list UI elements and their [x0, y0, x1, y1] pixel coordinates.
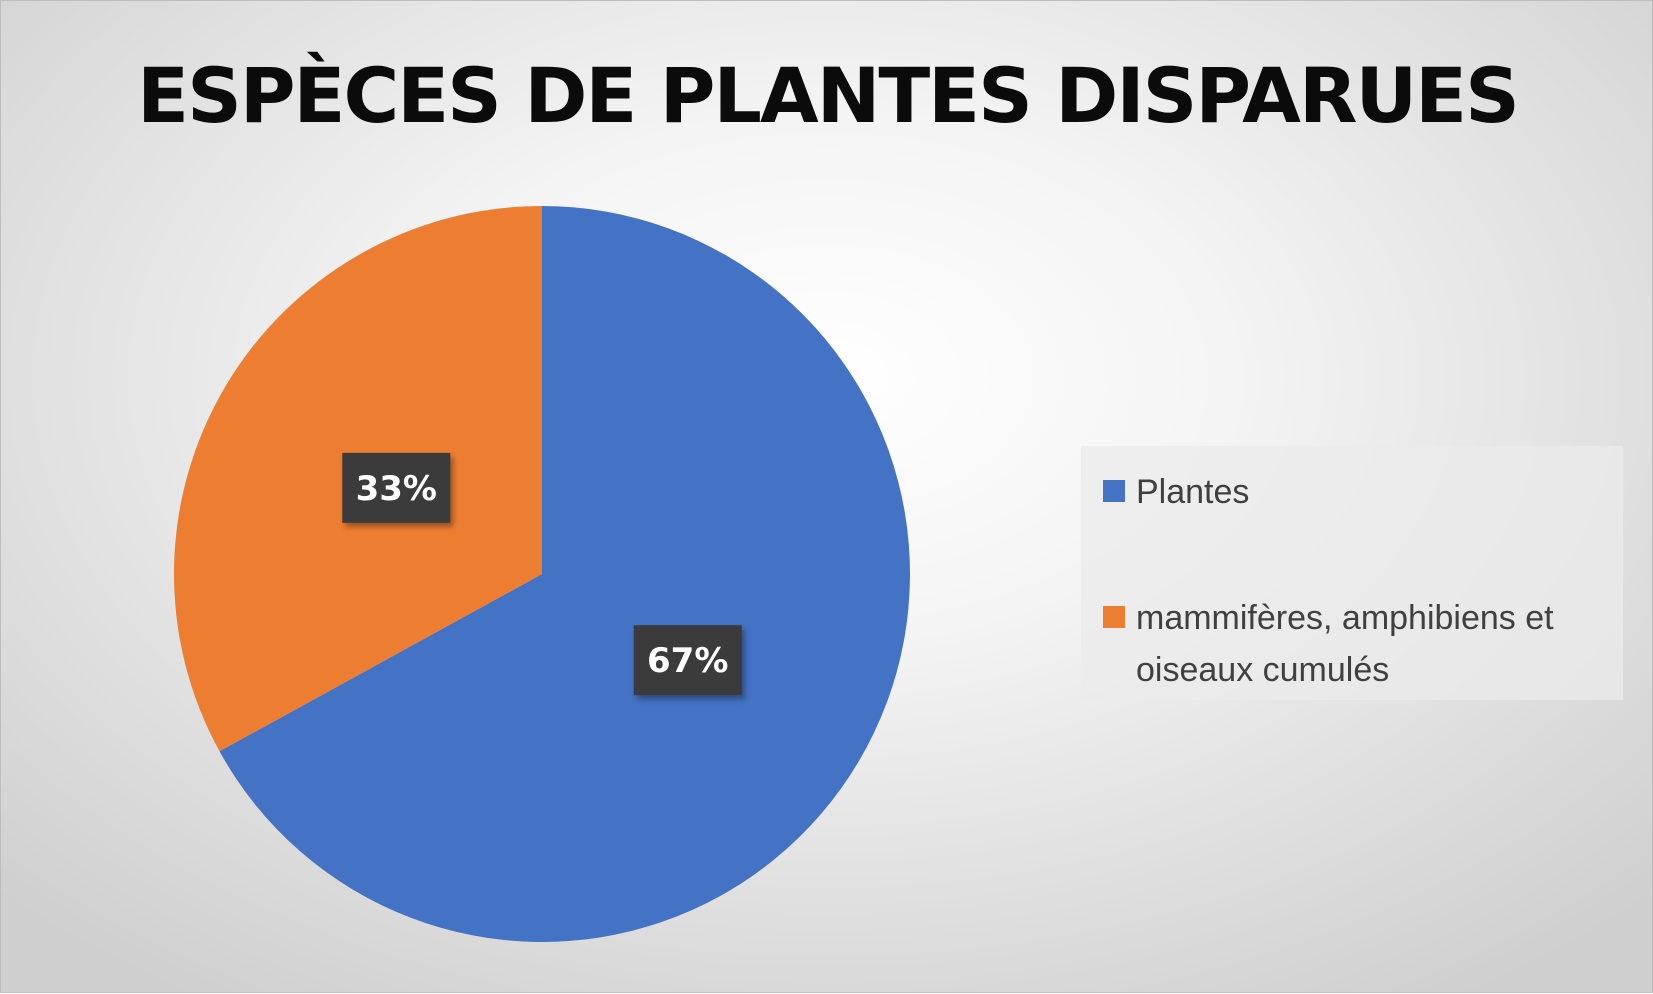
data-label-box: [342, 452, 451, 523]
pie-slice-plantes: [219, 206, 911, 943]
chart-title: ESPÈCES DE PLANTES DISPARUES: [137, 51, 1520, 140]
data-label-mammiferes: 33%: [342, 452, 451, 523]
pie-slices: [174, 206, 911, 943]
data-label-plantes: 67%: [633, 625, 742, 696]
legend-swatch-plantes: [1103, 480, 1125, 502]
legend-item-mammiferes: mammifères, amphibiens et oiseaux cumulé…: [1103, 592, 1606, 696]
legend-label-mammiferes: mammifères, amphibiens et oiseaux cumulé…: [1136, 599, 1554, 689]
data-label-text: 33%: [356, 469, 437, 509]
legend: Plantes mammifères, amphibiens et oiseau…: [1081, 446, 1623, 700]
data-label-box: [633, 625, 742, 696]
legend-swatch-mammiferes: [1103, 606, 1125, 628]
legend-item-plantes: Plantes: [1103, 466, 1606, 518]
data-label-text: 67%: [647, 641, 728, 681]
pie-data-labels: 67% 33%: [342, 452, 742, 696]
legend-label-plantes: Plantes: [1136, 473, 1250, 511]
